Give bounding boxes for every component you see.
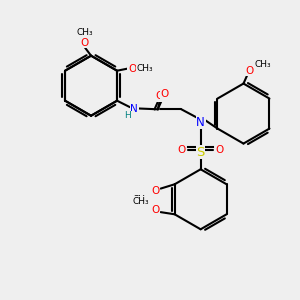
Text: S: S xyxy=(196,146,205,159)
Text: O: O xyxy=(156,92,164,101)
Text: CH₃: CH₃ xyxy=(132,197,149,206)
Text: N: N xyxy=(130,104,138,114)
Text: CH₃: CH₃ xyxy=(136,64,153,73)
Text: O: O xyxy=(128,64,136,74)
Text: O: O xyxy=(160,89,168,99)
Text: CH₃: CH₃ xyxy=(132,195,149,204)
Text: CH₃: CH₃ xyxy=(76,28,93,37)
Text: O: O xyxy=(216,145,224,155)
Text: H: H xyxy=(124,111,131,120)
Text: O: O xyxy=(151,186,160,196)
Text: O: O xyxy=(151,205,160,215)
Text: O: O xyxy=(80,38,89,48)
Text: CH₃: CH₃ xyxy=(254,60,271,69)
Text: N: N xyxy=(196,116,205,129)
Text: O: O xyxy=(246,66,254,76)
Text: O: O xyxy=(177,145,185,155)
